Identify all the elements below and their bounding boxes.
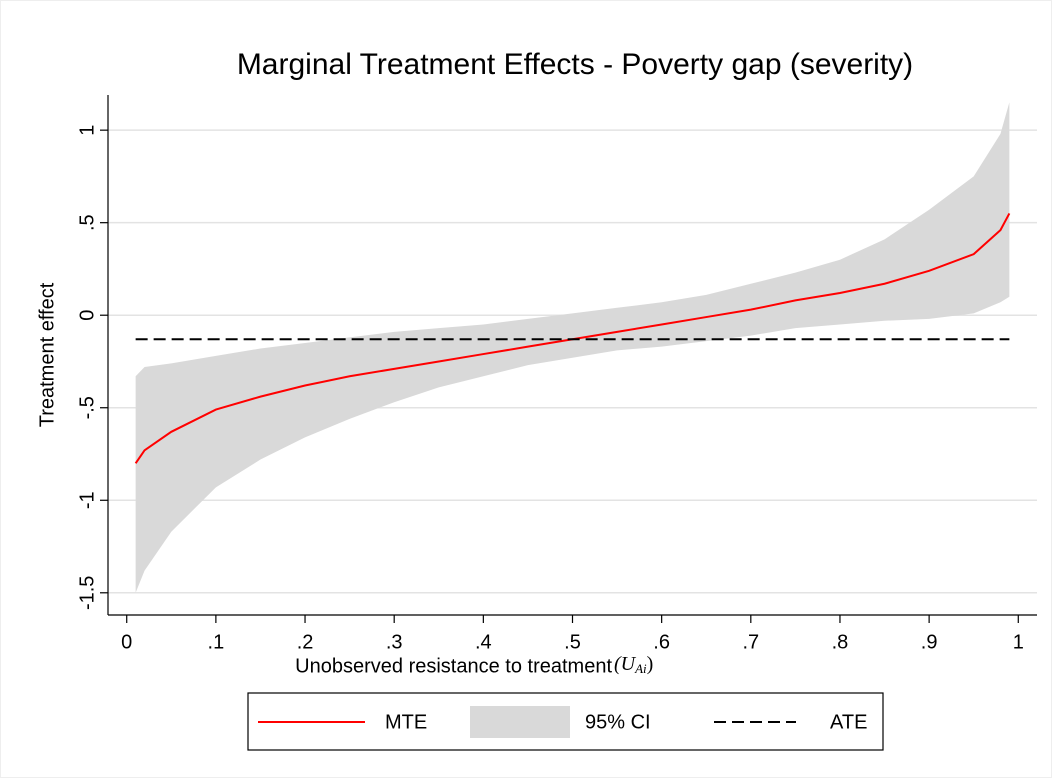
x-tick-label: 0 [121, 631, 132, 653]
x-tick-label: 1 [1013, 631, 1024, 653]
ci-band [135, 102, 1010, 593]
legend-label: ATE [830, 711, 867, 733]
y-tick-label: -1.5 [76, 576, 98, 610]
x-tick-label: .1 [208, 631, 225, 653]
x-axis-label: Unobserved resistance to treatment (UAi) [295, 653, 653, 678]
x-tick-label: .8 [832, 631, 849, 653]
x-tick-label: .2 [297, 631, 314, 653]
y-tick-label: -.5 [76, 396, 98, 419]
y-tick-label: 0 [76, 310, 98, 321]
y-tick-label: .5 [76, 214, 98, 231]
y-tick-label: -1 [76, 491, 98, 509]
x-tick-label: .7 [742, 631, 759, 653]
x-axis-symbol: (UAi) [614, 653, 653, 676]
legend-swatch [470, 706, 570, 738]
x-tick-label: .3 [386, 631, 403, 653]
x-tick-label: .6 [653, 631, 670, 653]
x-tick-label: .4 [475, 631, 492, 653]
x-tick-label: .5 [564, 631, 581, 653]
y-tick-label: 1 [76, 125, 98, 136]
x-tick-label: .9 [921, 631, 938, 653]
x-axis-label-text: Unobserved resistance to treatment [295, 655, 612, 677]
legend-label: 95% CI [585, 711, 651, 733]
chart-title: Marginal Treatment Effects - Poverty gap… [237, 48, 913, 81]
legend-label: MTE [385, 711, 427, 733]
y-axis-label: Treatment effect [36, 282, 58, 427]
